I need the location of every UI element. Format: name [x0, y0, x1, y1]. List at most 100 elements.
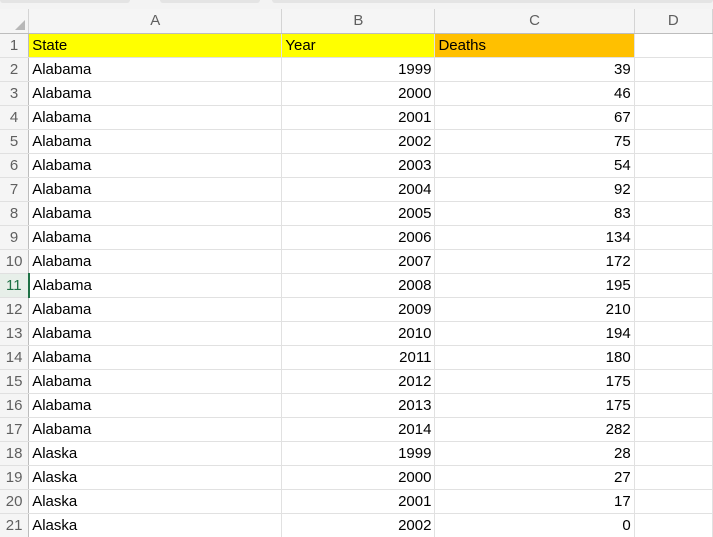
row-header[interactable]: 18 — [0, 441, 30, 466]
cell-deaths[interactable]: 17 — [434, 489, 635, 514]
row-header[interactable]: 6 — [0, 153, 30, 178]
cell-deaths[interactable]: 194 — [434, 321, 635, 346]
cell-deaths[interactable]: 39 — [434, 57, 635, 82]
cell-deaths[interactable]: 210 — [434, 297, 635, 322]
cell-empty[interactable] — [634, 489, 713, 514]
cell-empty[interactable] — [634, 201, 713, 226]
cell-year[interactable]: 2000 — [281, 465, 436, 490]
cell-year[interactable]: 2007 — [281, 249, 436, 274]
cell-year[interactable]: 2005 — [281, 201, 436, 226]
cell-year[interactable]: 1999 — [281, 57, 436, 82]
cell-year[interactable]: 2010 — [281, 321, 436, 346]
cell-state[interactable]: Alabama — [28, 129, 283, 154]
row-header[interactable]: 13 — [0, 321, 30, 346]
cell-deaths[interactable]: 134 — [434, 225, 635, 250]
select-all-corner[interactable] — [0, 9, 30, 34]
cell-year[interactable]: 2011 — [281, 345, 436, 370]
column-header-c[interactable]: C — [434, 9, 635, 34]
cell-state[interactable]: Alaska — [28, 441, 283, 466]
cell-deaths[interactable]: 0 — [434, 513, 635, 537]
header-cell-state[interactable]: State — [28, 33, 283, 58]
cell-year[interactable]: 2000 — [281, 81, 436, 106]
cell-state[interactable]: Alaska — [28, 489, 283, 514]
cell-deaths[interactable]: 54 — [434, 153, 635, 178]
cell-state[interactable]: Alabama — [28, 393, 283, 418]
cell-deaths[interactable]: 180 — [434, 345, 635, 370]
cell-state[interactable]: Alabama — [28, 417, 283, 442]
cell-year[interactable]: 2003 — [281, 153, 436, 178]
cell-deaths[interactable]: 83 — [434, 201, 635, 226]
cell-empty[interactable] — [634, 297, 713, 322]
cell-deaths[interactable]: 46 — [434, 81, 635, 106]
cell-d1[interactable] — [634, 33, 713, 58]
cell-empty[interactable] — [634, 393, 713, 418]
cell-year[interactable]: 2013 — [281, 393, 436, 418]
cell-empty[interactable] — [634, 417, 713, 442]
cell-empty[interactable] — [634, 273, 713, 298]
cell-state[interactable]: Alabama — [28, 201, 283, 226]
cell-deaths[interactable]: 195 — [434, 273, 635, 298]
cell-year[interactable]: 2012 — [281, 369, 436, 394]
cell-year[interactable]: 2014 — [281, 417, 436, 442]
cell-state[interactable]: Alabama — [28, 57, 283, 82]
row-header[interactable]: 9 — [0, 225, 30, 250]
cell-empty[interactable] — [634, 513, 713, 537]
cell-empty[interactable] — [634, 321, 713, 346]
cell-state[interactable]: Alabama — [28, 105, 283, 130]
cell-deaths[interactable]: 175 — [434, 393, 635, 418]
row-header[interactable]: 15 — [0, 369, 30, 394]
cell-year[interactable]: 2009 — [281, 297, 436, 322]
row-header[interactable]: 14 — [0, 345, 30, 370]
cell-state[interactable]: Alabama — [28, 297, 283, 322]
row-header[interactable]: 21 — [0, 513, 30, 537]
cell-state[interactable]: Alabama — [28, 249, 283, 274]
cell-deaths[interactable]: 282 — [434, 417, 635, 442]
cell-empty[interactable] — [634, 225, 713, 250]
row-header[interactable]: 19 — [0, 465, 30, 490]
row-header[interactable]: 11 — [0, 273, 30, 298]
cell-year[interactable]: 2001 — [281, 105, 436, 130]
cell-empty[interactable] — [634, 81, 713, 106]
row-header[interactable]: 20 — [0, 489, 30, 514]
cell-state[interactable]: Alaska — [28, 465, 283, 490]
row-header[interactable]: 10 — [0, 249, 30, 274]
cell-year[interactable]: 2002 — [281, 129, 436, 154]
row-header[interactable]: 3 — [0, 81, 30, 106]
cell-empty[interactable] — [634, 345, 713, 370]
cell-year[interactable]: 2008 — [281, 273, 436, 298]
cell-empty[interactable] — [634, 105, 713, 130]
row-header[interactable]: 2 — [0, 57, 30, 82]
cell-empty[interactable] — [634, 441, 713, 466]
cell-empty[interactable] — [634, 153, 713, 178]
cell-year[interactable]: 2006 — [281, 225, 436, 250]
row-header[interactable]: 7 — [0, 177, 30, 202]
column-header-d[interactable]: D — [634, 9, 713, 34]
cell-empty[interactable] — [634, 249, 713, 274]
row-header[interactable]: 17 — [0, 417, 30, 442]
row-header[interactable]: 16 — [0, 393, 30, 418]
row-header[interactable]: 1 — [0, 33, 30, 58]
cell-empty[interactable] — [634, 369, 713, 394]
header-cell-year[interactable]: Year — [281, 33, 436, 58]
cell-state[interactable]: Alabama — [28, 177, 283, 202]
cell-state[interactable]: Alaska — [28, 513, 283, 537]
cell-state[interactable]: Alabama — [28, 273, 283, 298]
cell-state[interactable]: Alabama — [28, 153, 283, 178]
cell-state[interactable]: Alabama — [28, 321, 283, 346]
column-header-b[interactable]: B — [281, 9, 436, 34]
row-header[interactable]: 5 — [0, 129, 30, 154]
row-header[interactable]: 8 — [0, 201, 30, 226]
cell-state[interactable]: Alabama — [28, 345, 283, 370]
cell-year[interactable]: 2001 — [281, 489, 436, 514]
cell-empty[interactable] — [634, 57, 713, 82]
cell-empty[interactable] — [634, 177, 713, 202]
cell-deaths[interactable]: 28 — [434, 441, 635, 466]
cell-empty[interactable] — [634, 129, 713, 154]
cell-year[interactable]: 2002 — [281, 513, 436, 537]
cell-deaths[interactable]: 92 — [434, 177, 635, 202]
row-header[interactable]: 12 — [0, 297, 30, 322]
cell-state[interactable]: Alabama — [28, 81, 283, 106]
cell-state[interactable]: Alabama — [28, 369, 283, 394]
cell-deaths[interactable]: 75 — [434, 129, 635, 154]
cell-empty[interactable] — [634, 465, 713, 490]
